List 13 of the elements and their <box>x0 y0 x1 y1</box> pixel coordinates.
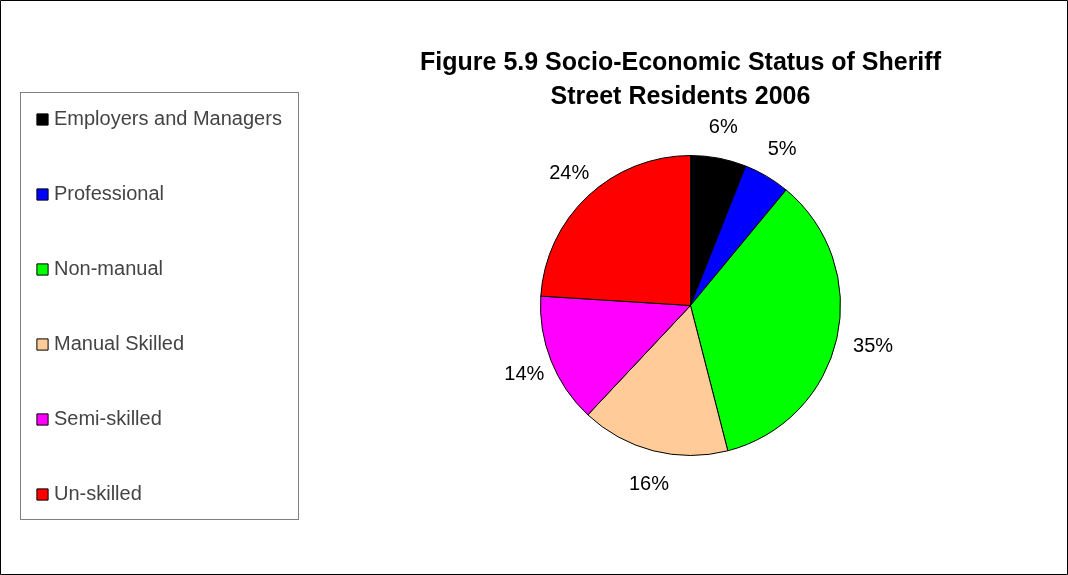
data-label: 35% <box>853 334 894 357</box>
chart-title: Figure 5.9 Socio-Economic Status of Sheriff Street Residents 2006 <box>420 46 942 109</box>
legend-label: Manual Skilled <box>54 332 186 355</box>
legend-label: Non-manual <box>54 257 164 280</box>
data-label: 16% <box>628 471 670 494</box>
legend-label: Un-skilled <box>54 482 143 505</box>
legend-label: Semi-skilled <box>54 407 163 430</box>
data-label: 6% <box>708 114 738 137</box>
data-label: 5% <box>767 136 797 159</box>
data-label: 24% <box>549 161 590 184</box>
legend-label: Professional <box>54 182 166 205</box>
legend-label: Employers and Managers <box>54 107 283 130</box>
data-label: 14% <box>504 361 545 384</box>
